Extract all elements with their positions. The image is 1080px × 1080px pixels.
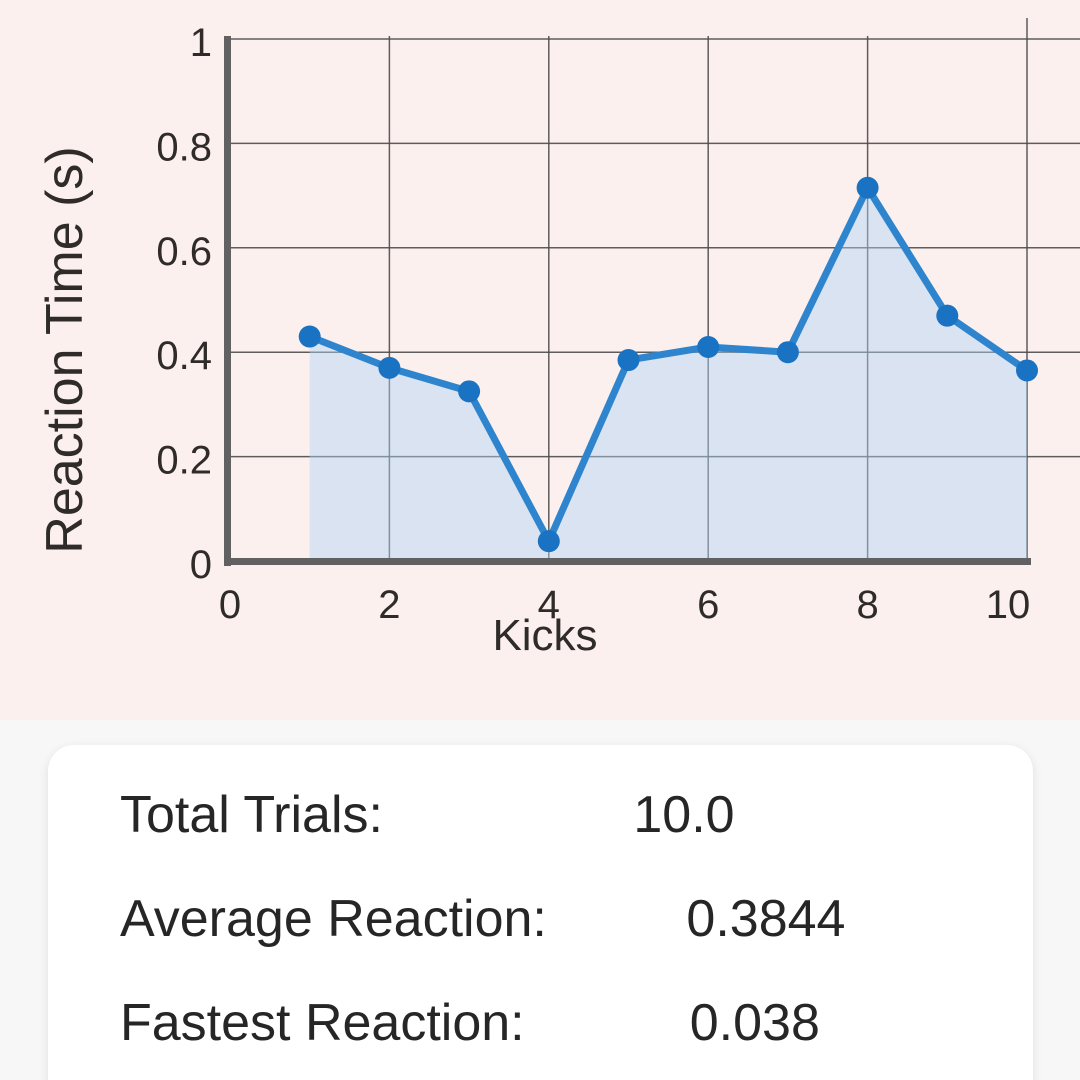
stats-card: Total Trials: 10.0 Average Reaction: 0.3… [48, 745, 1033, 1080]
y-tick-label: 0.8 [156, 125, 212, 169]
stat-value-fastest-reaction: 0.038 [689, 994, 820, 1052]
series-line [306, 184, 1031, 545]
y-tick-label: 0 [190, 543, 212, 587]
y-tick-label: 0.2 [156, 439, 212, 483]
reaction-time-chart: 1 0.8 0.6 0.4 0.2 00 2 4 6 8 10 Kicks Reaction Time … [36, 18, 1080, 660]
y-tick-label: 0.4 [156, 334, 212, 378]
data-point-marker [458, 380, 481, 403]
stat-label-total-trials: Total Trials: [120, 786, 383, 844]
x-tick-label: 0 [219, 583, 241, 627]
data-point-marker [617, 349, 640, 372]
x-tick-label: 8 [856, 583, 878, 627]
x-tick-label: 6 [697, 583, 719, 627]
stat-row-total-trials: Total Trials: 10.0 [120, 785, 985, 845]
y-tick-label: 0.6 [156, 230, 212, 274]
series-area-fill [309, 187, 1027, 561]
data-point-marker [378, 356, 401, 379]
stat-value-total-trials: 10.0 [633, 786, 735, 844]
data-point-marker [697, 335, 720, 358]
data-point-marker [1016, 359, 1038, 382]
y-axis-line [224, 36, 231, 566]
y-tick-label: 1 [190, 21, 212, 65]
stat-row-average-reaction: Average Reaction: 0.3844 [120, 889, 985, 949]
stat-label-average-reaction: Average Reaction: [120, 890, 547, 948]
data-point-marker [856, 176, 879, 199]
stat-value-average-reaction: 0.3844 [686, 890, 846, 948]
data-point-marker [537, 530, 560, 553]
x-tick-label: 10 [986, 583, 1031, 627]
x-axis-line [224, 558, 1031, 565]
stats-section: Total Trials: 10.0 Average Reaction: 0.3… [0, 720, 1080, 1080]
y-axis-title: Reaction Time (s) [36, 146, 94, 553]
x-tick-label: 2 [378, 583, 400, 627]
data-point-marker [936, 304, 959, 327]
data-point-marker [776, 341, 799, 364]
chart-section: 1 0.8 0.6 0.4 0.2 0 0 2 4 6 8 10 Kicks Reaction Time … [36, 18, 1080, 660]
x-tick-label: 4 [538, 583, 560, 627]
x-axis-title: Kicks [492, 611, 597, 660]
stat-label-fastest-reaction: Fastest Reaction: [120, 994, 525, 1052]
data-point-marker [298, 325, 321, 348]
stat-row-fastest-reaction: Fastest Reaction: 0.038 [120, 993, 985, 1053]
